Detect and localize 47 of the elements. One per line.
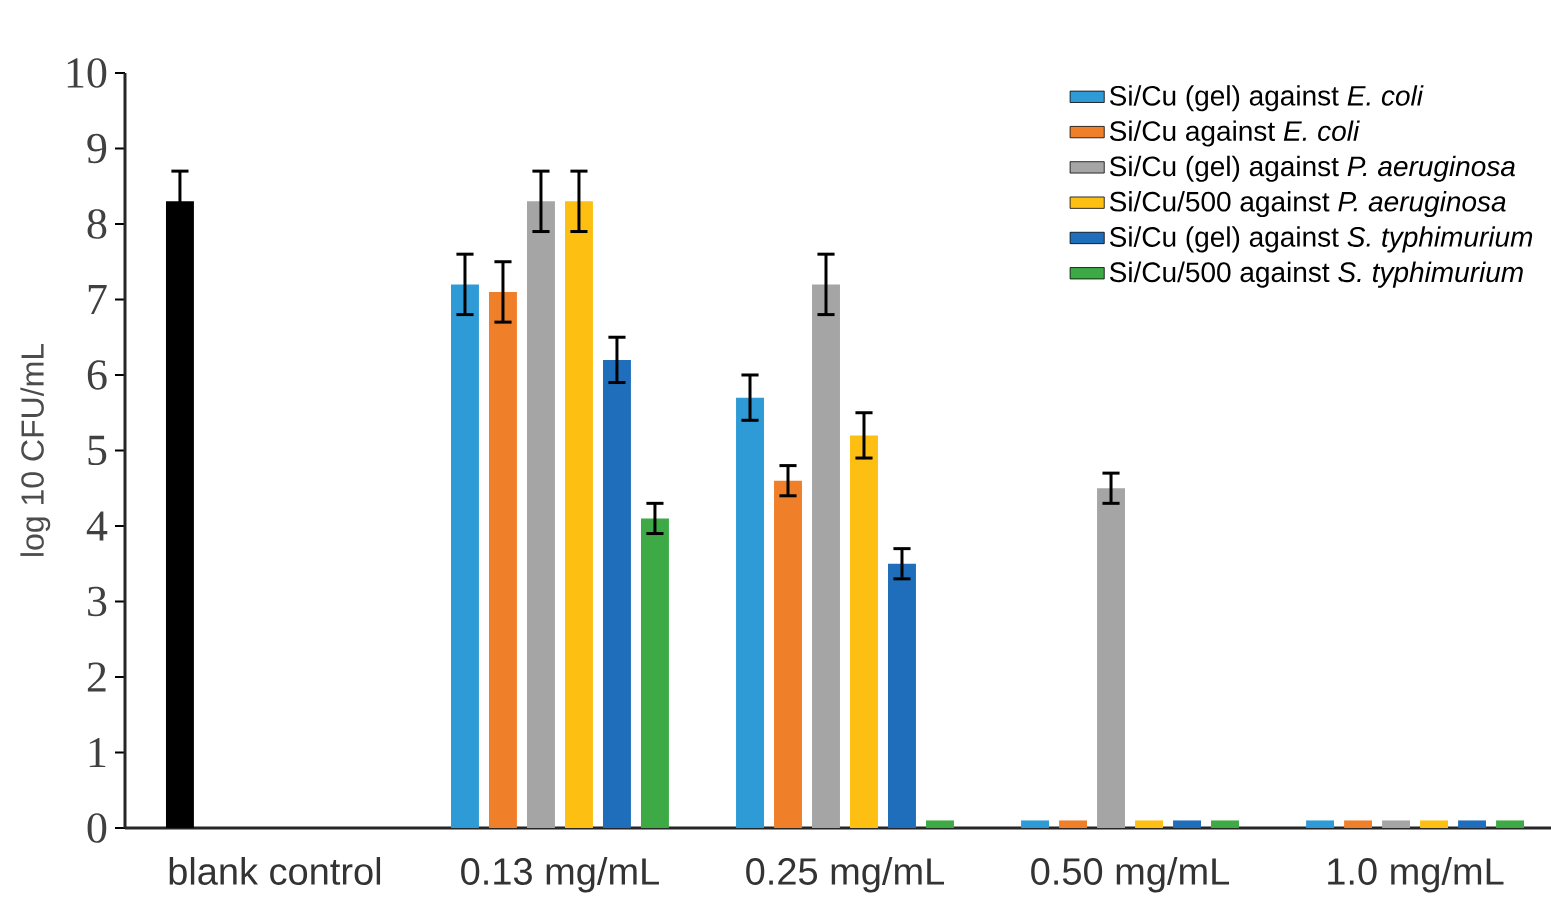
y-tick-label: 9 xyxy=(87,133,107,164)
legend-label: Si/Cu/500 against S. typhimurium xyxy=(1109,261,1523,288)
bar xyxy=(602,359,631,828)
legend-label: Si/Cu (gel) against E. coli xyxy=(1109,85,1424,112)
bar xyxy=(1306,820,1335,828)
bar xyxy=(1173,820,1201,828)
bar xyxy=(1135,820,1163,828)
x-tick-label: 0.25 mg/mL xyxy=(746,857,944,893)
y-tick-label: 6 xyxy=(87,360,107,390)
y-tick-label: 2 xyxy=(87,662,106,692)
y-tick-label: 5 xyxy=(88,435,107,466)
x-tick-label: 1.0 mg/mL xyxy=(1328,857,1504,893)
bar xyxy=(451,284,479,828)
bar xyxy=(774,480,802,828)
bar xyxy=(1344,820,1373,828)
y-tick-label: 10 xyxy=(67,58,107,88)
legend-label: Si/Cu against E. coli xyxy=(1109,120,1360,147)
bar xyxy=(1382,820,1411,828)
bar xyxy=(888,563,916,828)
x-tick-label: 0.13 mg/mL xyxy=(461,857,659,893)
bar xyxy=(850,435,878,828)
legend-label: Si/Cu (gel) against P. aeruginosa xyxy=(1109,155,1515,182)
x-tick-label: 0.50 mg/mL xyxy=(1031,857,1230,893)
x-tick-label: blank control xyxy=(169,857,381,885)
legend-label: Si/Cu (gel) against S. typhimurium xyxy=(1109,226,1533,253)
y-tick-label: 7 xyxy=(88,285,107,314)
bar xyxy=(1097,488,1125,828)
bar xyxy=(527,201,555,828)
bar xyxy=(489,291,517,828)
bar xyxy=(1021,820,1050,828)
y-tick-label: 4 xyxy=(86,511,108,541)
y-tick-label: 1 xyxy=(89,737,106,768)
bar xyxy=(640,518,669,828)
bar xyxy=(1059,820,1087,828)
bar xyxy=(1420,820,1449,828)
bar xyxy=(1458,820,1487,828)
bar xyxy=(812,284,840,828)
bar xyxy=(1496,820,1524,828)
y-tick-label: 3 xyxy=(88,586,107,617)
bar xyxy=(1211,820,1239,828)
bar xyxy=(736,397,764,828)
legend-label: Si/Cu/500 against P. aeruginosa xyxy=(1109,191,1506,218)
y-axis-title: log 10 CFU/mL xyxy=(20,344,51,556)
y-tick-label: 0 xyxy=(87,813,107,843)
y-tick-label: 8 xyxy=(87,209,107,239)
bar xyxy=(565,201,593,828)
bar xyxy=(926,820,954,828)
